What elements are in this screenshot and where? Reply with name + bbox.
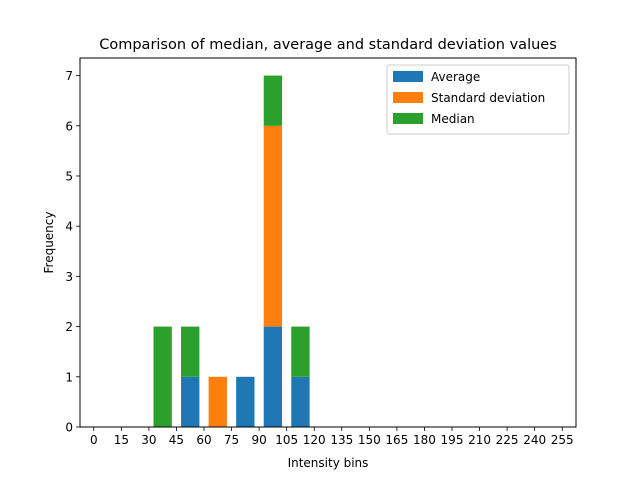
y-tick-label: 4 <box>65 220 73 234</box>
y-tick-label: 7 <box>65 69 73 83</box>
bar-median-90 <box>263 75 283 126</box>
chart-title: Comparison of median, average and standa… <box>99 37 557 53</box>
bar-median-45 <box>181 326 200 377</box>
x-tick-label: 105 <box>275 433 298 447</box>
x-tick-label: 240 <box>523 433 546 447</box>
y-tick-label: 0 <box>65 421 73 435</box>
x-tick-label: 45 <box>169 433 184 447</box>
x-tick-label: 15 <box>114 433 129 447</box>
x-tick-label: 165 <box>385 433 408 447</box>
y-tick-label: 6 <box>65 119 73 133</box>
legend-swatch-median <box>393 113 423 124</box>
x-tick-label: 30 <box>141 433 156 447</box>
y-tick-label: 1 <box>65 370 73 384</box>
y-axis-ticks: 0 1 2 3 4 5 6 7 <box>65 69 80 435</box>
x-tick-label: 60 <box>196 433 211 447</box>
plot-area-frame <box>79 57 577 428</box>
y-tick-label: 3 <box>65 270 73 284</box>
legend-frame <box>386 64 570 135</box>
x-tick-label: 150 <box>358 433 381 447</box>
x-tick-label: 255 <box>551 433 574 447</box>
x-tick-label: 225 <box>496 433 519 447</box>
bar-average-75 <box>236 376 255 427</box>
legend-label-average: Average <box>431 70 480 84</box>
bars <box>153 75 310 427</box>
y-tick-label: 2 <box>65 320 73 334</box>
bar-average-45 <box>181 376 200 427</box>
x-tick-label: 0 <box>90 433 98 447</box>
legend-label-median: Median <box>431 112 475 126</box>
x-tick-label: 90 <box>251 433 266 447</box>
y-axis-label: Frequency <box>42 212 56 274</box>
legend: Average Standard deviation Median <box>386 64 570 135</box>
bar-median-105 <box>291 326 310 377</box>
x-axis-label: Intensity bins <box>288 456 369 470</box>
x-tick-label: 180 <box>413 433 436 447</box>
x-tick-label: 120 <box>303 433 326 447</box>
x-tick-label: 210 <box>468 433 491 447</box>
legend-swatch-average <box>393 71 423 82</box>
x-tick-label: 75 <box>224 433 239 447</box>
y-tick-label: 5 <box>65 169 73 183</box>
bar-median-30 <box>153 326 172 427</box>
x-axis-ticks: 0 15 30 45 60 75 90 105 120 135 150 165 180 195 210 225… <box>90 427 574 447</box>
bar-standard-deviation-60 <box>208 376 227 427</box>
bar-average-90 <box>263 326 283 427</box>
legend-swatch-standard-deviation <box>393 92 423 103</box>
x-tick-label: 135 <box>330 433 353 447</box>
legend-label-standard-deviation: Standard deviation <box>431 91 545 105</box>
bar-standard-deviation-90 <box>263 125 283 327</box>
bar-average-105 <box>291 376 310 427</box>
x-tick-label: 195 <box>441 433 464 447</box>
